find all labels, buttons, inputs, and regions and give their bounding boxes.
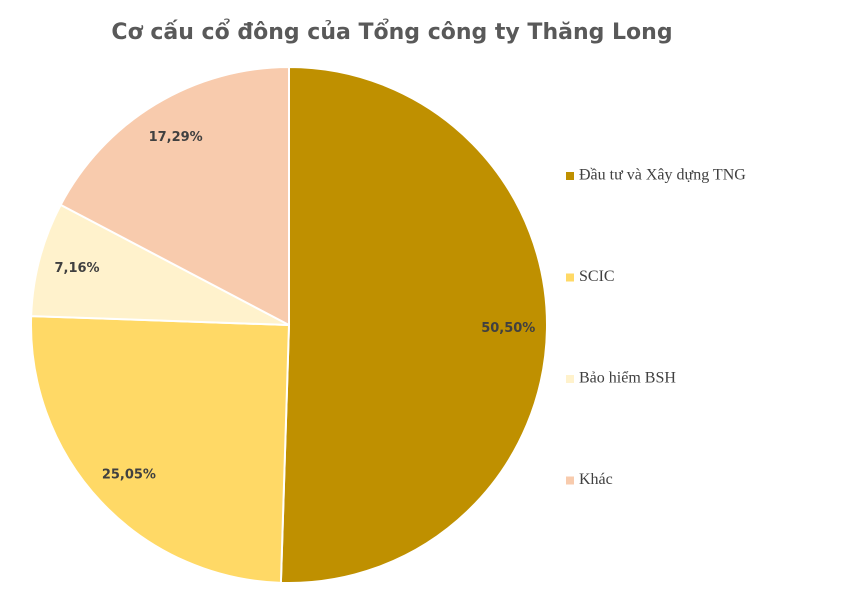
legend-swatch [566,375,574,383]
value-label: 25,05% [102,467,156,482]
legend-swatch [566,476,574,485]
pie-slice [30,315,291,584]
pie-slice [59,65,290,327]
legend-label: Khác [579,471,613,488]
legend-label: Bảo hiểm BSH [579,370,676,387]
pie-slice [30,203,290,326]
value-label: 7,16% [54,261,99,276]
chart-title: Cơ cấu cổ đông của Tổng công ty Thăng Lo… [111,19,672,45]
value-label: 17,29% [149,130,203,145]
value-label: 50,50% [481,321,535,336]
legend-swatch [566,273,574,282]
pie-slice [279,65,548,584]
legend-label: Đầu tư và Xây dựng TNG [579,167,746,184]
legend-swatch [566,172,574,180]
legend-label: SCIC [579,268,615,285]
